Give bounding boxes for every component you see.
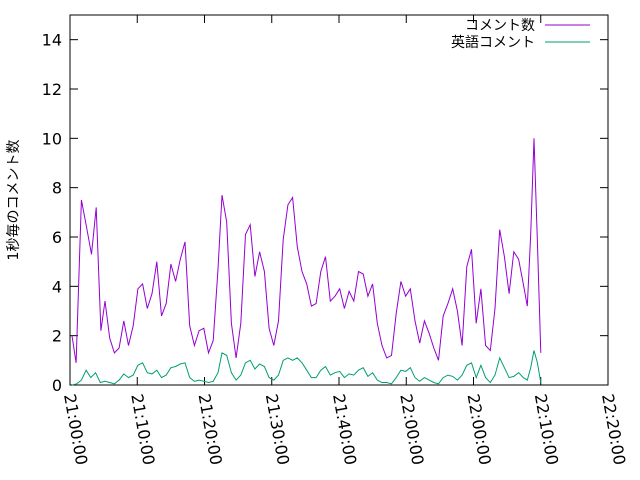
y-tick-label: 10 [42, 129, 62, 148]
series-line-1 [71, 138, 542, 363]
y-tick-label: 8 [52, 179, 62, 198]
y-tick-label: 4 [52, 277, 62, 296]
y-tick-label: 12 [42, 80, 62, 99]
x-tick-label: 21:10:00 [127, 392, 158, 466]
x-tick-label: 22:20:00 [598, 392, 629, 466]
y-axis-label: 1秒毎のコメント数 [6, 140, 22, 261]
x-tick-label: 22:00:00 [396, 392, 427, 466]
x-tick-label: 21:40:00 [329, 392, 360, 466]
x-tick-label: 21:30:00 [262, 392, 293, 466]
y-tick-label: 6 [52, 228, 62, 247]
x-tick-label: 22:10:00 [531, 392, 562, 466]
y-tick-label: 14 [42, 31, 62, 50]
x-tick-label: 21:20:00 [195, 392, 226, 466]
legend-label-2: 英語コメント [451, 34, 535, 51]
legend-label-1: コメント数 [465, 18, 535, 34]
y-tick-label: 2 [52, 327, 62, 346]
series-line-2 [71, 350, 542, 386]
plot-frame [69, 14, 609, 386]
y-tick-label: 0 [52, 376, 62, 395]
x-tick-label: 22:00:00 [464, 392, 495, 466]
x-tick-label: 21:00:00 [60, 392, 91, 466]
